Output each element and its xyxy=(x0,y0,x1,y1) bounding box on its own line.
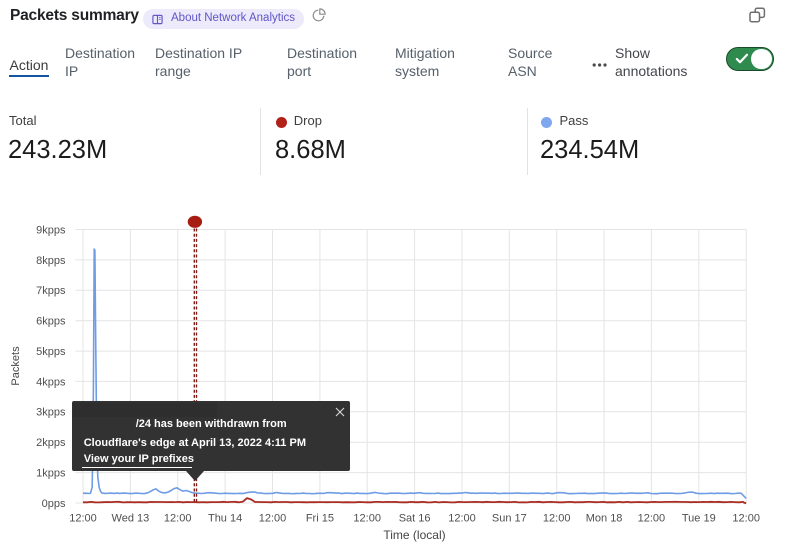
svg-text:12:00: 12:00 xyxy=(638,513,666,525)
svg-text:3kpps: 3kpps xyxy=(36,407,66,419)
svg-text:Thu 14: Thu 14 xyxy=(208,513,242,525)
svg-text:12:00: 12:00 xyxy=(164,513,192,525)
svg-text:1kpps: 1kpps xyxy=(36,468,66,480)
svg-text:0pps: 0pps xyxy=(42,498,66,510)
svg-text:12:00: 12:00 xyxy=(353,513,381,525)
svg-text:Mon 18: Mon 18 xyxy=(586,513,623,525)
svg-text:Fri 15: Fri 15 xyxy=(306,513,334,525)
svg-text:8kpps: 8kpps xyxy=(36,255,66,267)
svg-text:12:00: 12:00 xyxy=(259,513,287,525)
svg-text:Time (local): Time (local) xyxy=(383,528,445,542)
svg-text:2kpps: 2kpps xyxy=(36,437,66,449)
svg-text:Sun 17: Sun 17 xyxy=(492,513,527,525)
svg-text:12:00: 12:00 xyxy=(732,513,760,525)
svg-text:5kpps: 5kpps xyxy=(36,346,66,358)
svg-text:Tue 19: Tue 19 xyxy=(682,513,716,525)
svg-text:6kpps: 6kpps xyxy=(36,316,66,328)
svg-text:7kpps: 7kpps xyxy=(36,285,66,297)
svg-text:12:00: 12:00 xyxy=(69,513,97,525)
svg-text:9kpps: 9kpps xyxy=(36,224,66,236)
svg-text:4kpps: 4kpps xyxy=(36,376,66,388)
svg-text:Wed 13: Wed 13 xyxy=(112,513,150,525)
svg-text:Sat 16: Sat 16 xyxy=(399,513,431,525)
svg-text:12:00: 12:00 xyxy=(448,513,476,525)
svg-text:Packets: Packets xyxy=(10,346,22,386)
svg-text:12:00: 12:00 xyxy=(543,513,571,525)
